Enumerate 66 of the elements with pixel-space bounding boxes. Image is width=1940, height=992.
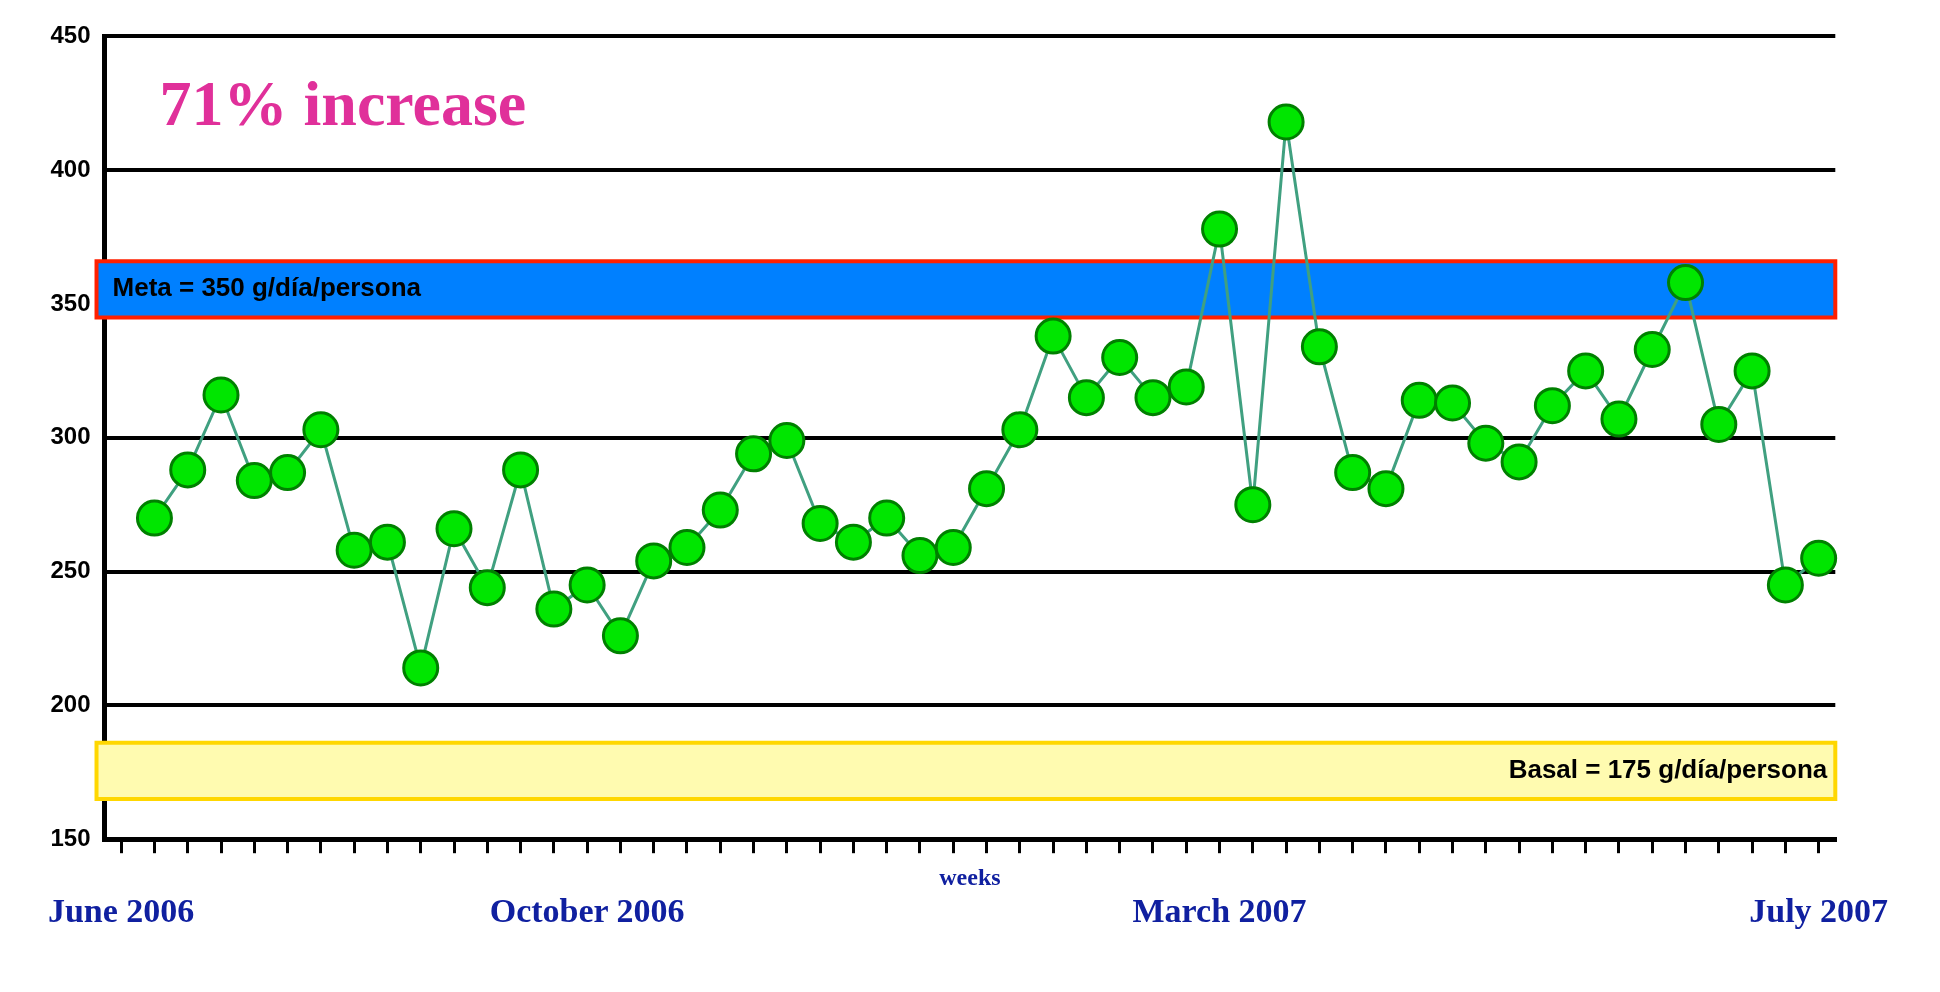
- x-tick-label: March 2007: [1132, 892, 1307, 930]
- point: [402, 649, 440, 687]
- point: [801, 504, 839, 542]
- y-tick-label: 400: [50, 154, 91, 182]
- y-tick-label: 250: [50, 556, 91, 584]
- point: [901, 537, 939, 575]
- point: [1766, 566, 1804, 604]
- point: [435, 510, 473, 548]
- point: [1001, 411, 1039, 449]
- annotation: 71% increase: [159, 67, 527, 139]
- point: [535, 590, 573, 628]
- point: [202, 376, 240, 414]
- point: [135, 499, 173, 537]
- y-tick-label: 350: [50, 288, 91, 316]
- point: [1800, 539, 1838, 577]
- band-label: Meta = 350 g/día/persona: [112, 272, 422, 303]
- point: [568, 566, 606, 604]
- point: [1234, 486, 1272, 524]
- y-tick-label: 150: [50, 823, 91, 851]
- y-tick-label: 450: [50, 21, 91, 49]
- point: [1600, 400, 1638, 438]
- point: [1367, 470, 1405, 508]
- point: [1167, 368, 1205, 406]
- point: [701, 491, 739, 529]
- point: [1633, 330, 1671, 368]
- point: [335, 531, 373, 569]
- point: [1400, 381, 1438, 419]
- point: [468, 569, 506, 607]
- point: [235, 462, 273, 500]
- x-tick-label: July 2007: [1749, 892, 1889, 930]
- point: [1300, 328, 1338, 366]
- point: [934, 529, 972, 567]
- point: [1067, 379, 1105, 417]
- point: [169, 451, 207, 489]
- x-tick-label: October 2006: [489, 892, 685, 930]
- point: [968, 470, 1006, 508]
- x-axis-title: weeks: [939, 864, 1001, 891]
- point: [635, 542, 673, 580]
- point: [1567, 352, 1605, 390]
- point: [269, 454, 307, 492]
- y-tick-label: 200: [50, 690, 91, 718]
- point: [368, 523, 406, 561]
- x-tick-label: June 2006: [47, 892, 195, 930]
- point: [502, 451, 540, 489]
- point: [1267, 103, 1305, 141]
- point: [1500, 443, 1538, 481]
- point: [1201, 210, 1239, 248]
- point: [1467, 424, 1505, 462]
- point: [735, 435, 773, 473]
- point: [1667, 264, 1705, 302]
- point: [1533, 387, 1571, 425]
- point: [834, 523, 872, 561]
- point: [768, 421, 806, 459]
- point: [1134, 379, 1172, 417]
- point: [868, 499, 906, 537]
- point: [1034, 317, 1072, 355]
- point: [302, 411, 340, 449]
- point: [1733, 352, 1771, 390]
- point: [1101, 339, 1139, 377]
- band-label: Basal = 175 g/día/persona: [1508, 754, 1828, 785]
- point: [601, 617, 639, 655]
- y-tick-label: 300: [50, 422, 91, 450]
- point: [668, 529, 706, 567]
- point: [1700, 405, 1738, 443]
- point: [1434, 384, 1472, 422]
- point: [1334, 454, 1372, 492]
